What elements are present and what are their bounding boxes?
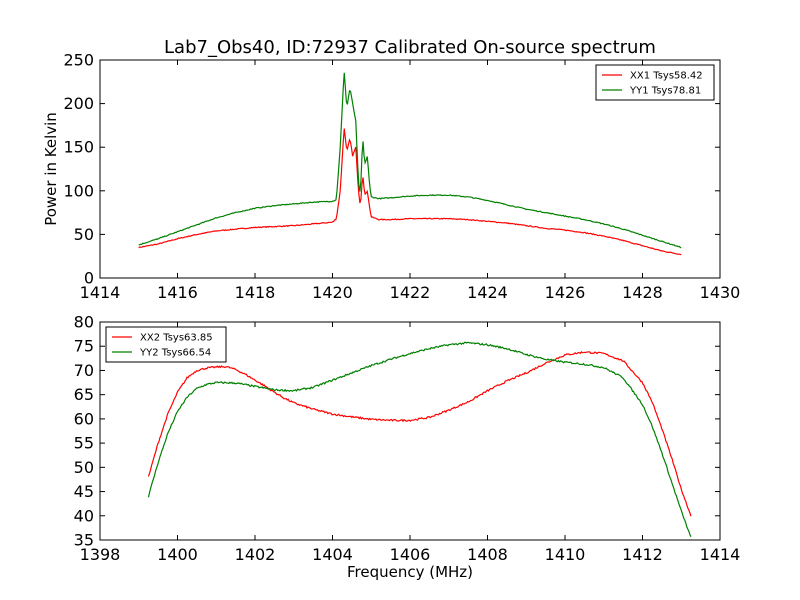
series-group <box>147 341 692 538</box>
subplot-2: 1398 1400 1402 1404 1406 1408 1410 1412 1414 35 40… <box>74 313 741 582</box>
y-tick-label: 100 <box>63 181 94 200</box>
x-tick-label: 1422 <box>390 283 431 302</box>
x-axis-label: Frequency (MHz) <box>347 563 473 581</box>
x-tick-label: 1410 <box>545 545 586 564</box>
x-tick-label: 1430 <box>700 283 741 302</box>
series-line-1-1 <box>138 128 682 256</box>
series-line-2-1 <box>147 351 692 517</box>
y-tick-label: 45 <box>74 482 94 501</box>
series-line-1-2 <box>138 72 682 249</box>
y-tick-label: 0 <box>84 269 94 288</box>
y-tick-label: 60 <box>74 409 94 428</box>
y-tick-label: 50 <box>74 458 94 477</box>
series-group <box>138 72 682 256</box>
y-tick-label: 65 <box>74 385 94 404</box>
legend-box <box>105 326 227 363</box>
x-tick-label: 1404 <box>312 545 353 564</box>
plots-group: 1414 1416 1418 1420 1422 1424 1426 1428 14300501… <box>42 51 740 582</box>
x-tick-label: 1414 <box>700 545 741 564</box>
y-tick-label: 80 <box>74 313 94 332</box>
y-tick-label: 150 <box>63 138 94 157</box>
y-axis-label: Power in Kelvin <box>42 112 60 226</box>
x-tick-label: 1424 <box>467 283 508 302</box>
subplot-1: 1414 1416 1418 1420 1422 1424 1426 1428 1430 0 50 1… <box>42 51 740 303</box>
legend-1: XX1 Tsys58.42 YY1 Tsys78.81 <box>595 64 715 101</box>
x-tick-label: 1428 <box>622 283 663 302</box>
legend-entry: YY1 Tsys78.81 <box>629 86 701 97</box>
legend-entry: XX2 Tsys63.85 <box>140 333 213 344</box>
series-line-2-2 <box>147 341 692 538</box>
legend-2: XX2 Tsys63.85 YY2 Tsys66.54 <box>105 326 227 363</box>
legend-box <box>595 64 715 101</box>
x-tick-label: 1406 <box>390 545 431 564</box>
x-tick-label: 1408 <box>467 545 508 564</box>
legend-entry: XX1 Tsys58.42 <box>630 71 703 82</box>
figure-title: Lab7_Obs40, ID:72937 Calibrated On-sourc… <box>164 37 656 58</box>
y-tick-label: 75 <box>74 337 94 356</box>
y-tick-label: 70 <box>74 361 94 380</box>
y-tick-label: 200 <box>63 94 94 113</box>
x-tick-label: 1398 <box>80 545 121 564</box>
y-tick-label: 40 <box>74 506 94 525</box>
y-tick-label: 250 <box>63 51 94 70</box>
x-tick-label: 1412 <box>622 545 663 564</box>
x-tick-label: 1418 <box>235 283 276 302</box>
x-tick-label: 1400 <box>157 545 198 564</box>
x-tick-label: 1416 <box>157 283 198 302</box>
x-tick-label: 1414 <box>80 283 121 302</box>
x-tick-label: 1426 <box>545 283 586 302</box>
y-tick-label: 35 <box>74 531 94 550</box>
legend-entry: YY2 Tsys66.54 <box>139 348 211 359</box>
y-tick-label: 50 <box>74 225 94 244</box>
x-tick-label: 1420 <box>312 283 353 302</box>
x-tick-label: 1402 <box>235 545 276 564</box>
y-tick-label: 55 <box>74 434 94 453</box>
